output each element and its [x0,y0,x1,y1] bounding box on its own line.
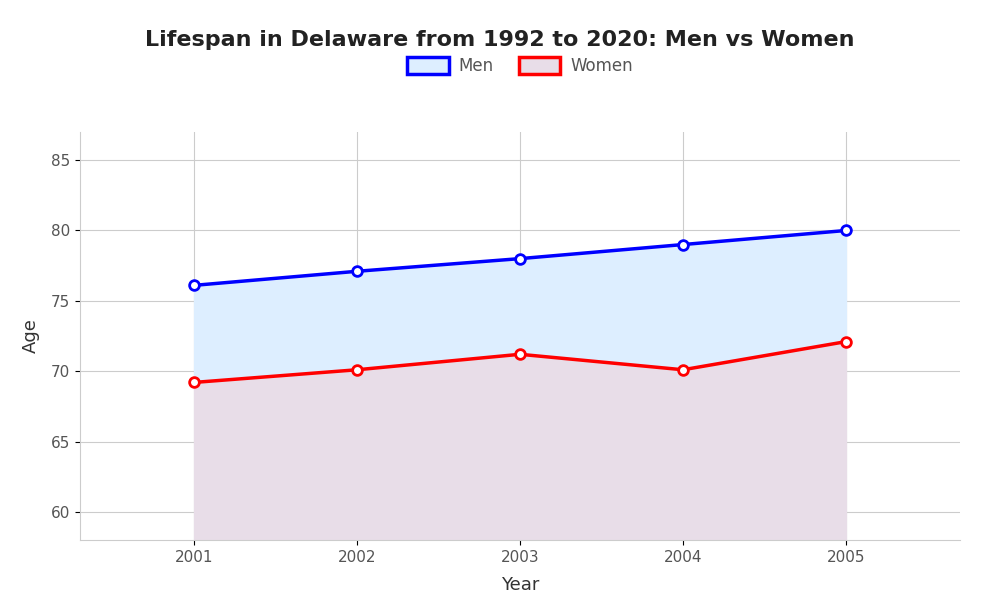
Legend: Men, Women: Men, Women [400,50,640,82]
Y-axis label: Age: Age [22,319,40,353]
X-axis label: Year: Year [501,576,539,594]
Text: Lifespan in Delaware from 1992 to 2020: Men vs Women: Lifespan in Delaware from 1992 to 2020: … [145,30,855,50]
